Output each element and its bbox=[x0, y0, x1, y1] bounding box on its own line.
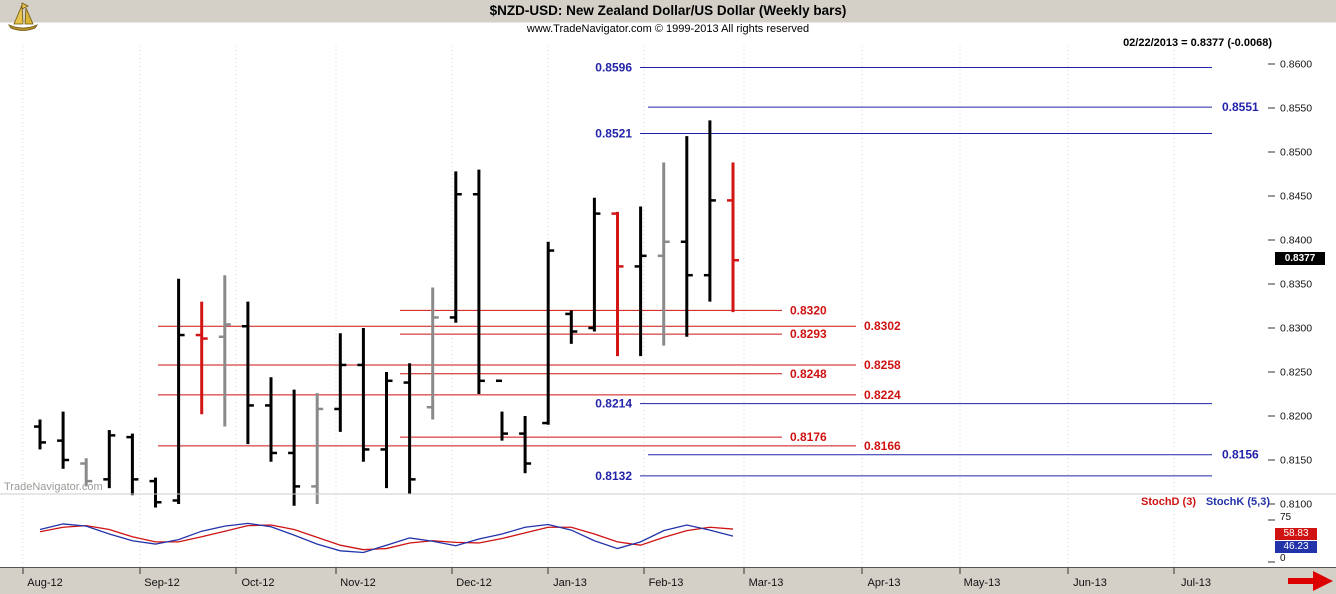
level-label: 0.8224 bbox=[864, 388, 901, 402]
price-bar bbox=[449, 171, 462, 323]
price-bar bbox=[57, 411, 70, 469]
trade-navigator-logo bbox=[7, 2, 39, 31]
stochd-line bbox=[39, 524, 734, 551]
price-bar bbox=[311, 393, 324, 504]
stochd-label: StochD (3) bbox=[1141, 496, 1196, 508]
stochd-value: 58.83 bbox=[1275, 528, 1317, 540]
price-bar bbox=[519, 416, 532, 474]
price-bar bbox=[265, 377, 277, 462]
level-label: 0.8293 bbox=[790, 327, 827, 341]
price-bar bbox=[426, 287, 439, 420]
x-axis-label: Oct-12 bbox=[241, 577, 274, 589]
stochk-value: 46.23 bbox=[1275, 541, 1317, 553]
y-axis-label: 0.8400 bbox=[1280, 235, 1312, 247]
price-bar bbox=[34, 419, 46, 450]
price-bar bbox=[634, 206, 647, 357]
scroll-right-arrow[interactable] bbox=[1288, 571, 1333, 591]
stochk-line bbox=[39, 522, 734, 554]
price-bar bbox=[103, 430, 116, 489]
price-bar bbox=[542, 241, 555, 425]
price-bar bbox=[680, 136, 693, 337]
price-bar bbox=[611, 211, 624, 357]
price-bar bbox=[149, 477, 162, 508]
y-axis-label: 0.8250 bbox=[1280, 367, 1312, 379]
level-label: 0.8320 bbox=[790, 303, 827, 317]
level-label: 0.8132 bbox=[595, 469, 632, 483]
price-bar bbox=[703, 120, 716, 302]
level-label: 0.8156 bbox=[1222, 448, 1259, 462]
titlebar: $NZD-USD: New Zealand Dollar/US Dollar (… bbox=[0, 0, 1336, 23]
y-axis-label: 0.8300 bbox=[1280, 323, 1312, 335]
price-bar bbox=[357, 328, 370, 462]
level-label: 0.8248 bbox=[790, 367, 827, 381]
y-axis-label: 0.8100 bbox=[1280, 499, 1312, 511]
price-bar bbox=[241, 301, 254, 445]
last-quote: 02/22/2013 = 0.8377 (-0.0068) bbox=[1123, 37, 1272, 49]
x-axis-label: Apr-13 bbox=[867, 577, 900, 589]
price-bar bbox=[472, 169, 485, 394]
level-label: 0.8176 bbox=[790, 430, 827, 444]
price-bar bbox=[218, 275, 231, 427]
y-axis-label: 0.8150 bbox=[1280, 455, 1312, 467]
level-label: 0.8596 bbox=[595, 61, 632, 75]
y-axis-label: 0.8500 bbox=[1280, 147, 1312, 159]
last-price-box: 0.8377 bbox=[1275, 252, 1325, 265]
x-axis-label: May-13 bbox=[964, 577, 1001, 589]
x-axis-label: Sep-12 bbox=[144, 577, 179, 589]
price-bar bbox=[565, 310, 578, 344]
x-axis-label: Aug-12 bbox=[27, 577, 62, 589]
y-axis-label: 0.8550 bbox=[1280, 103, 1312, 115]
watermark: TradeNavigator.com bbox=[4, 481, 103, 493]
level-label: 0.8302 bbox=[864, 319, 901, 333]
price-bar bbox=[588, 197, 601, 332]
level-label: 0.8258 bbox=[864, 358, 901, 372]
price-bar bbox=[126, 433, 139, 496]
x-axis-label: Jun-13 bbox=[1073, 577, 1107, 589]
price-bar bbox=[727, 162, 739, 313]
x-axis-label: Nov-12 bbox=[340, 577, 375, 589]
stoch-scale-bottom: 0 bbox=[1280, 553, 1286, 564]
level-label: 0.8166 bbox=[864, 439, 901, 453]
y-axis-label: 0.8200 bbox=[1280, 411, 1312, 423]
price-bar bbox=[380, 372, 393, 489]
time-axis-strip bbox=[0, 568, 1336, 594]
copyright-line: www.TradeNavigator.com © 1999-2013 All r… bbox=[526, 23, 810, 35]
price-bar bbox=[80, 458, 93, 487]
price-bar bbox=[288, 389, 301, 506]
price-bar bbox=[334, 333, 347, 432]
stoch-scale-top: 75 bbox=[1280, 512, 1292, 523]
y-axis-label: 0.8350 bbox=[1280, 279, 1312, 291]
price-bar bbox=[195, 301, 208, 415]
x-axis-label: Jul-13 bbox=[1181, 577, 1211, 589]
price-bar bbox=[172, 278, 185, 504]
y-axis-label: 0.8450 bbox=[1280, 191, 1312, 203]
chart-title: $NZD-USD: New Zealand Dollar/US Dollar (… bbox=[489, 3, 847, 18]
y-axis-label: 0.8600 bbox=[1280, 59, 1312, 71]
x-axis-label: Feb-13 bbox=[649, 577, 684, 589]
level-label: 0.8214 bbox=[595, 397, 632, 411]
stochk-label: StochK (5,3) bbox=[1205, 496, 1270, 508]
price-bar bbox=[496, 379, 508, 441]
price-bar bbox=[403, 363, 416, 494]
level-label: 0.8521 bbox=[595, 127, 632, 141]
x-axis-label: Mar-13 bbox=[749, 577, 784, 589]
x-axis-label: Dec-12 bbox=[456, 577, 491, 589]
price-bar bbox=[657, 162, 670, 346]
level-label: 0.8551 bbox=[1222, 100, 1259, 114]
x-axis-label: Jan-13 bbox=[553, 577, 587, 589]
